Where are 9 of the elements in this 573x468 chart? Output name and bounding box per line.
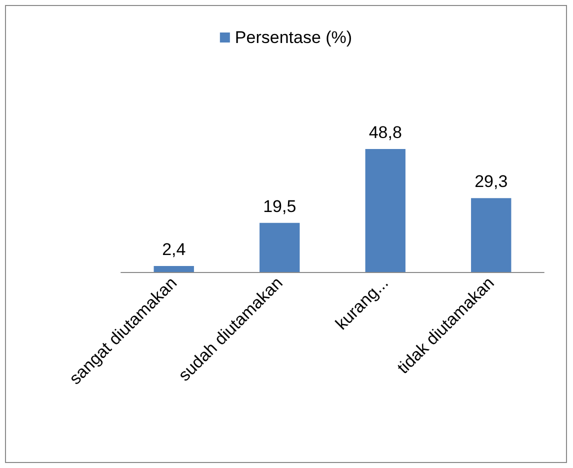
data-label: 19,5 xyxy=(263,196,296,216)
data-label: 48,8 xyxy=(368,123,402,142)
bar xyxy=(471,198,512,272)
bar xyxy=(154,266,194,272)
data-label: 29,3 xyxy=(474,172,508,192)
legend-label: Persentase (%) xyxy=(234,28,352,47)
bar xyxy=(365,149,406,272)
bar xyxy=(260,222,300,272)
data-label: 2,4 xyxy=(162,240,186,259)
